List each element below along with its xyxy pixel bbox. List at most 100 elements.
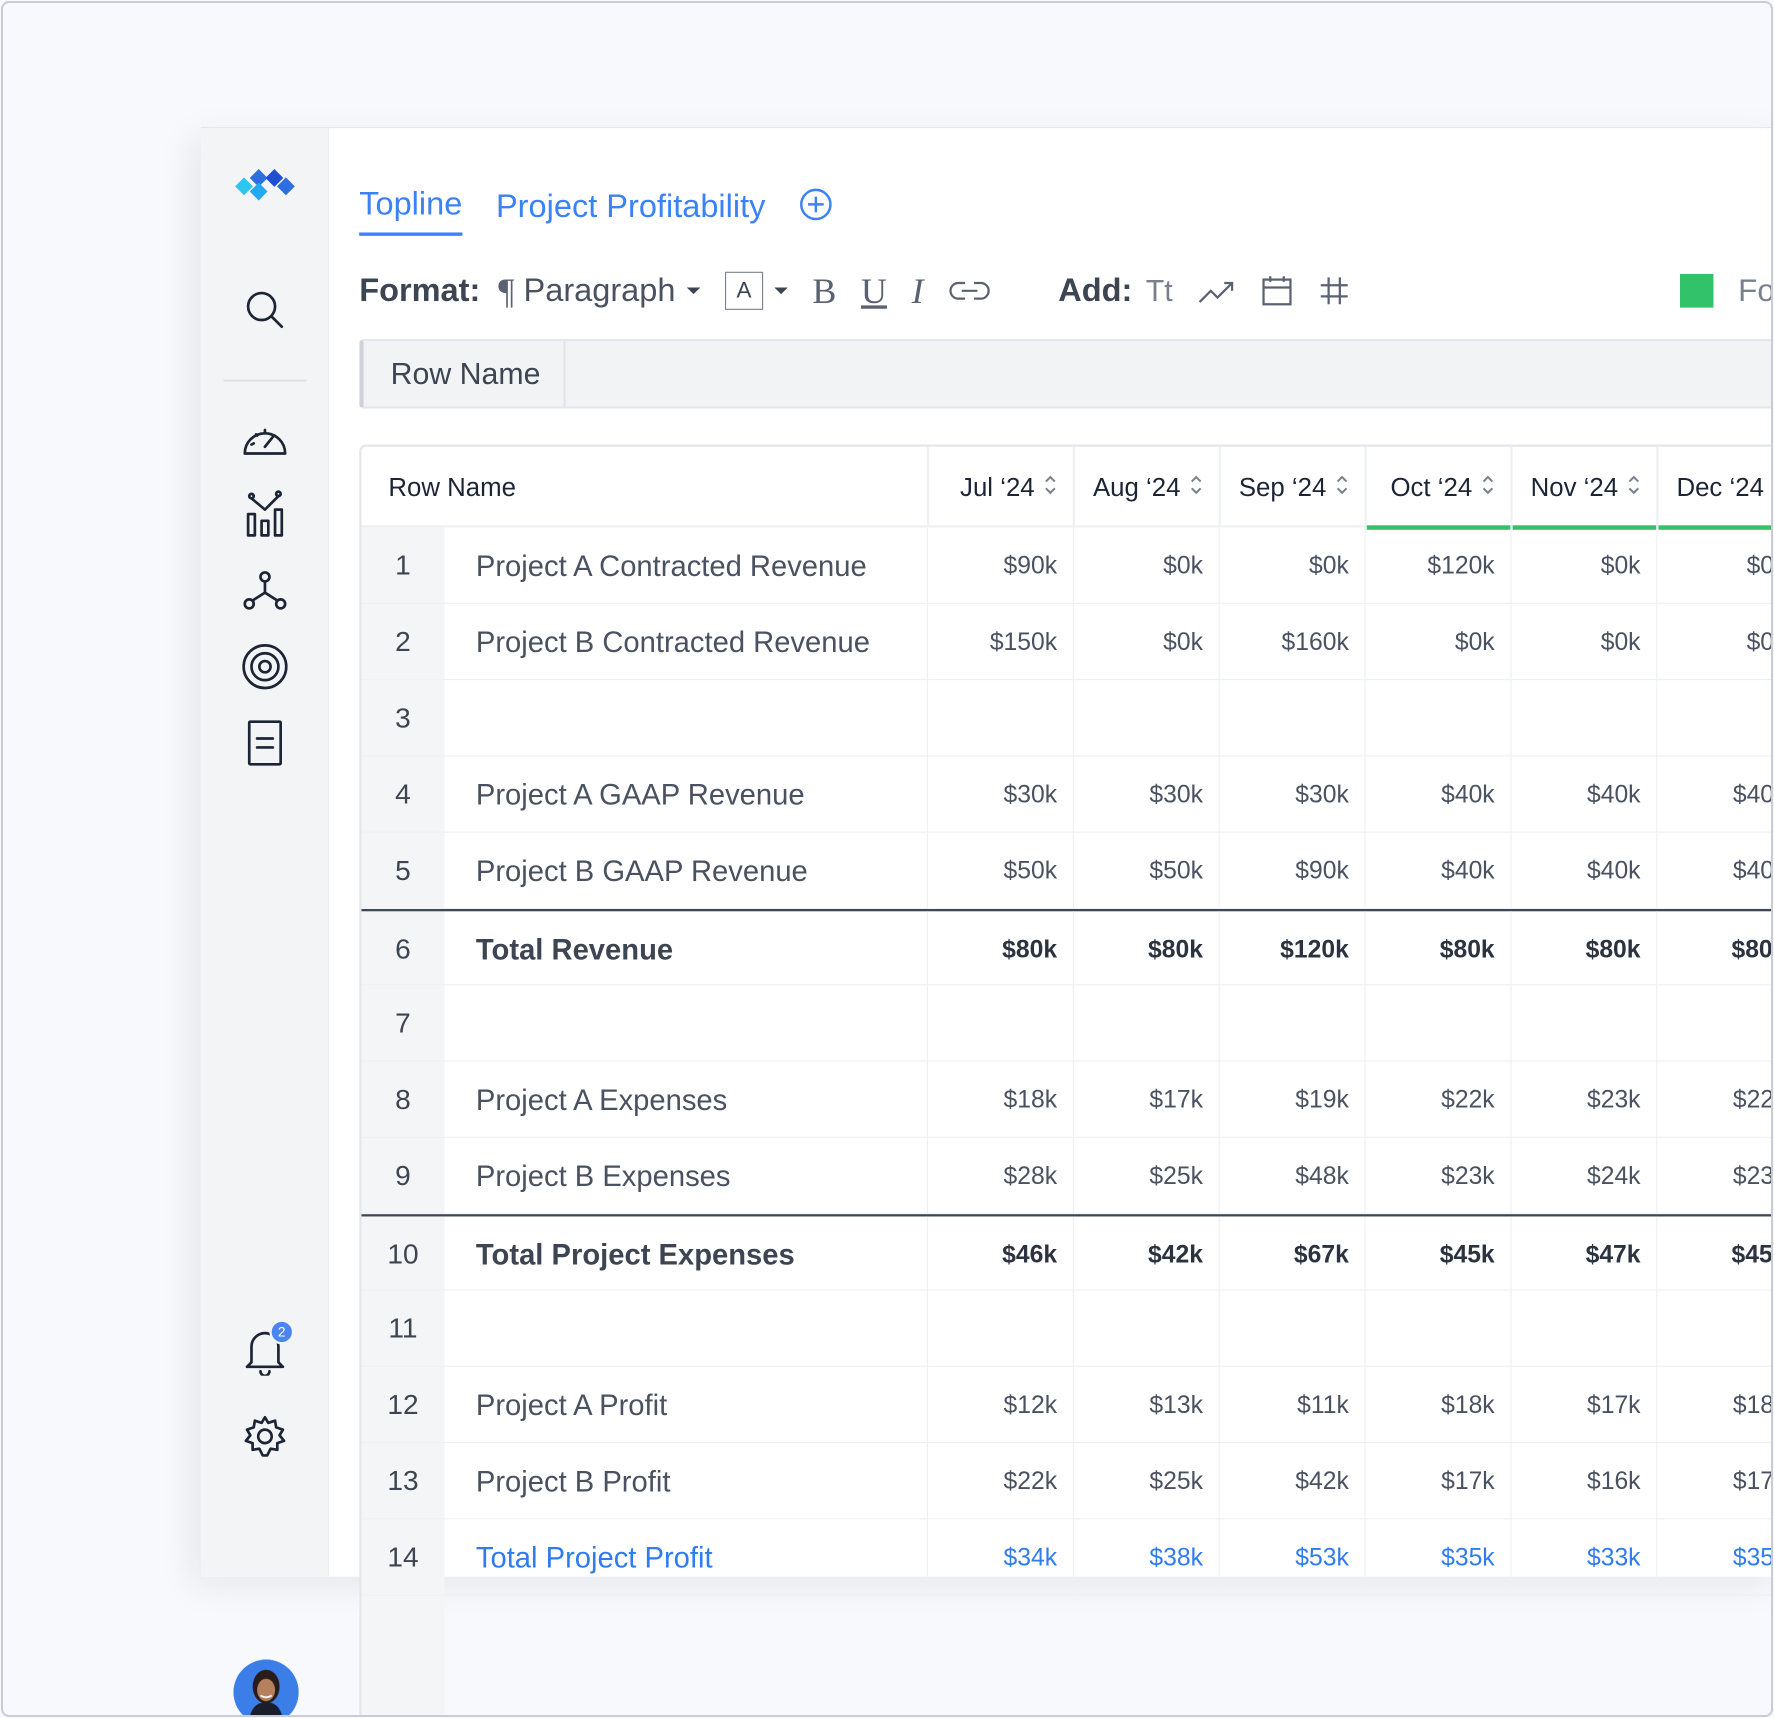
settings-gear-icon[interactable] xyxy=(234,1405,297,1468)
value-cell[interactable]: $22k xyxy=(1364,1061,1511,1138)
row-name-cell[interactable]: Project B GAAP Revenue xyxy=(475,853,808,888)
value-cell[interactable] xyxy=(926,680,1073,757)
metrics-chart-icon[interactable] xyxy=(234,483,297,546)
value-cell[interactable]: $120k xyxy=(1364,527,1511,604)
value-cell[interactable]: $40k xyxy=(1510,832,1656,910)
row-name-cell[interactable]: Project B Contracted Revenue xyxy=(475,624,870,659)
tab-project-profitability[interactable]: Project Profitability xyxy=(495,188,766,225)
value-cell[interactable]: $40k xyxy=(1656,832,1771,910)
value-cell[interactable]: $11k xyxy=(1218,1366,1365,1444)
value-cell[interactable]: $28k xyxy=(926,1137,1073,1215)
value-cell[interactable]: $90k xyxy=(926,527,1073,604)
value-cell[interactable]: $19k xyxy=(1218,1061,1365,1138)
sort-icon[interactable] xyxy=(1189,472,1202,502)
row-name-cell[interactable]: Project A Expenses xyxy=(475,1082,728,1117)
value-cell[interactable] xyxy=(1510,985,1656,1062)
table-row[interactable]: 13 Project B Profit $22k $25k $42k $17k $16k $1… xyxy=(361,1443,1771,1520)
tab-topline[interactable]: Topline xyxy=(359,186,463,236)
value-cell[interactable]: $23k xyxy=(1510,1061,1656,1138)
value-cell[interactable]: $30k xyxy=(926,756,1073,833)
value-cell[interactable]: $35k xyxy=(1364,1519,1511,1596)
row-name-cell[interactable]: Project A Contracted Revenue xyxy=(475,548,867,582)
table-row[interactable]: 1 Project A Contracted Revenue $90k $0k $0k $… xyxy=(361,527,1771,604)
value-cell[interactable] xyxy=(1656,1290,1771,1367)
underline-button[interactable]: U xyxy=(861,270,887,312)
value-cell[interactable]: $45k xyxy=(1656,1216,1771,1293)
value-cell[interactable]: $35k xyxy=(1656,1519,1771,1596)
table-row[interactable]: 8 Project A Expenses $18k $17k $19k $22k $23k $… xyxy=(361,1061,1771,1138)
value-cell[interactable] xyxy=(1072,680,1219,757)
value-cell[interactable]: $0k xyxy=(1656,603,1771,681)
value-cell[interactable]: $30k xyxy=(1072,756,1219,833)
table-row[interactable]: 4 Project A GAAP Revenue $30k $30k $30k $40k $… xyxy=(361,756,1771,833)
sort-icon[interactable] xyxy=(1335,472,1348,502)
add-text-button[interactable]: Tt xyxy=(1146,273,1173,308)
add-chart-button[interactable] xyxy=(1197,277,1235,304)
value-cell[interactable] xyxy=(926,1290,1073,1367)
value-cell[interactable]: $50k xyxy=(926,832,1073,910)
sort-icon[interactable] xyxy=(1044,472,1057,502)
row-name-cell[interactable]: Project A Profit xyxy=(475,1387,668,1422)
dashboard-gauge-icon[interactable] xyxy=(234,409,297,472)
value-cell[interactable] xyxy=(1510,680,1656,757)
value-cell[interactable]: $23k xyxy=(1656,1137,1771,1215)
scenario-selector[interactable]: Forecast xyxy=(1679,263,1771,319)
value-cell[interactable]: $18k xyxy=(926,1061,1073,1138)
sort-icon[interactable] xyxy=(1627,472,1640,502)
value-cell[interactable] xyxy=(1218,1290,1365,1367)
table-row[interactable]: 7 xyxy=(361,985,1771,1062)
column-header[interactable]: Nov ‘24 xyxy=(1510,446,1657,530)
value-cell[interactable]: $38k xyxy=(1072,1519,1219,1596)
value-cell[interactable] xyxy=(1072,985,1219,1062)
value-cell[interactable]: $40k xyxy=(1510,756,1656,833)
add-date-button[interactable] xyxy=(1260,274,1294,308)
value-cell[interactable] xyxy=(1656,680,1771,757)
value-cell[interactable]: $22k xyxy=(926,1443,1073,1520)
value-cell[interactable]: $120k xyxy=(1218,911,1365,988)
value-cell[interactable]: $46k xyxy=(926,1216,1073,1293)
value-cell[interactable]: $40k xyxy=(1364,756,1511,833)
value-cell[interactable]: $50k xyxy=(1072,832,1219,910)
add-number-button[interactable] xyxy=(1319,275,1350,306)
value-cell[interactable] xyxy=(1218,680,1365,757)
goals-target-icon[interactable] xyxy=(234,635,297,698)
italic-button[interactable]: I xyxy=(912,270,924,312)
value-cell[interactable]: $34k xyxy=(926,1519,1073,1596)
row-name-cell[interactable]: Project A GAAP Revenue xyxy=(475,777,805,811)
add-tab-plus-circle-icon[interactable] xyxy=(799,187,833,235)
column-header[interactable]: Dec ‘24 xyxy=(1656,446,1771,530)
paragraph-style-dropdown[interactable]: ¶ Paragraph xyxy=(498,270,701,312)
value-cell[interactable]: $0k xyxy=(1072,527,1219,604)
sort-icon[interactable] xyxy=(1481,472,1494,502)
column-header[interactable]: Oct ‘24 xyxy=(1364,446,1511,530)
row-name-cell[interactable]: Total Project Expenses xyxy=(475,1237,795,1271)
value-cell[interactable]: $23k xyxy=(1364,1137,1511,1215)
table-row[interactable]: 14 Total Project Profit $34k $38k $53k $35k $3… xyxy=(361,1519,1771,1596)
value-cell[interactable]: $80k xyxy=(1072,911,1219,988)
value-cell[interactable]: $80k xyxy=(1364,911,1511,988)
value-cell[interactable]: $40k xyxy=(1656,756,1771,833)
value-cell[interactable] xyxy=(1364,985,1511,1062)
value-cell[interactable]: $40k xyxy=(1364,832,1511,910)
value-cell[interactable] xyxy=(1364,680,1511,757)
value-cell[interactable]: $25k xyxy=(1072,1443,1219,1520)
table-row[interactable]: 11 xyxy=(361,1290,1771,1367)
value-cell[interactable]: $25k xyxy=(1072,1137,1219,1215)
value-cell[interactable]: $33k xyxy=(1510,1519,1656,1596)
value-cell[interactable] xyxy=(1510,1290,1656,1367)
value-cell[interactable]: $80k xyxy=(1510,911,1656,988)
formula-bar[interactable]: Row Name xyxy=(359,339,1771,409)
value-cell[interactable]: $0k xyxy=(1218,527,1365,604)
table-row[interactable]: 10 Total Project Expenses $46k $42k $67k $45k… xyxy=(361,1214,1771,1293)
value-cell[interactable] xyxy=(926,985,1073,1062)
link-button[interactable] xyxy=(948,277,991,304)
value-cell[interactable]: $0k xyxy=(1072,603,1219,681)
value-cell[interactable] xyxy=(1364,1290,1511,1367)
bold-button[interactable]: B xyxy=(812,270,836,312)
table-row[interactable]: 5 Project B GAAP Revenue $50k $50k $90k $40k $… xyxy=(361,832,1771,910)
logo-icon[interactable] xyxy=(234,153,297,216)
value-cell[interactable]: $42k xyxy=(1072,1216,1219,1293)
value-cell[interactable]: $80k xyxy=(1656,911,1771,988)
font-size-dropdown[interactable]: A xyxy=(724,271,788,310)
